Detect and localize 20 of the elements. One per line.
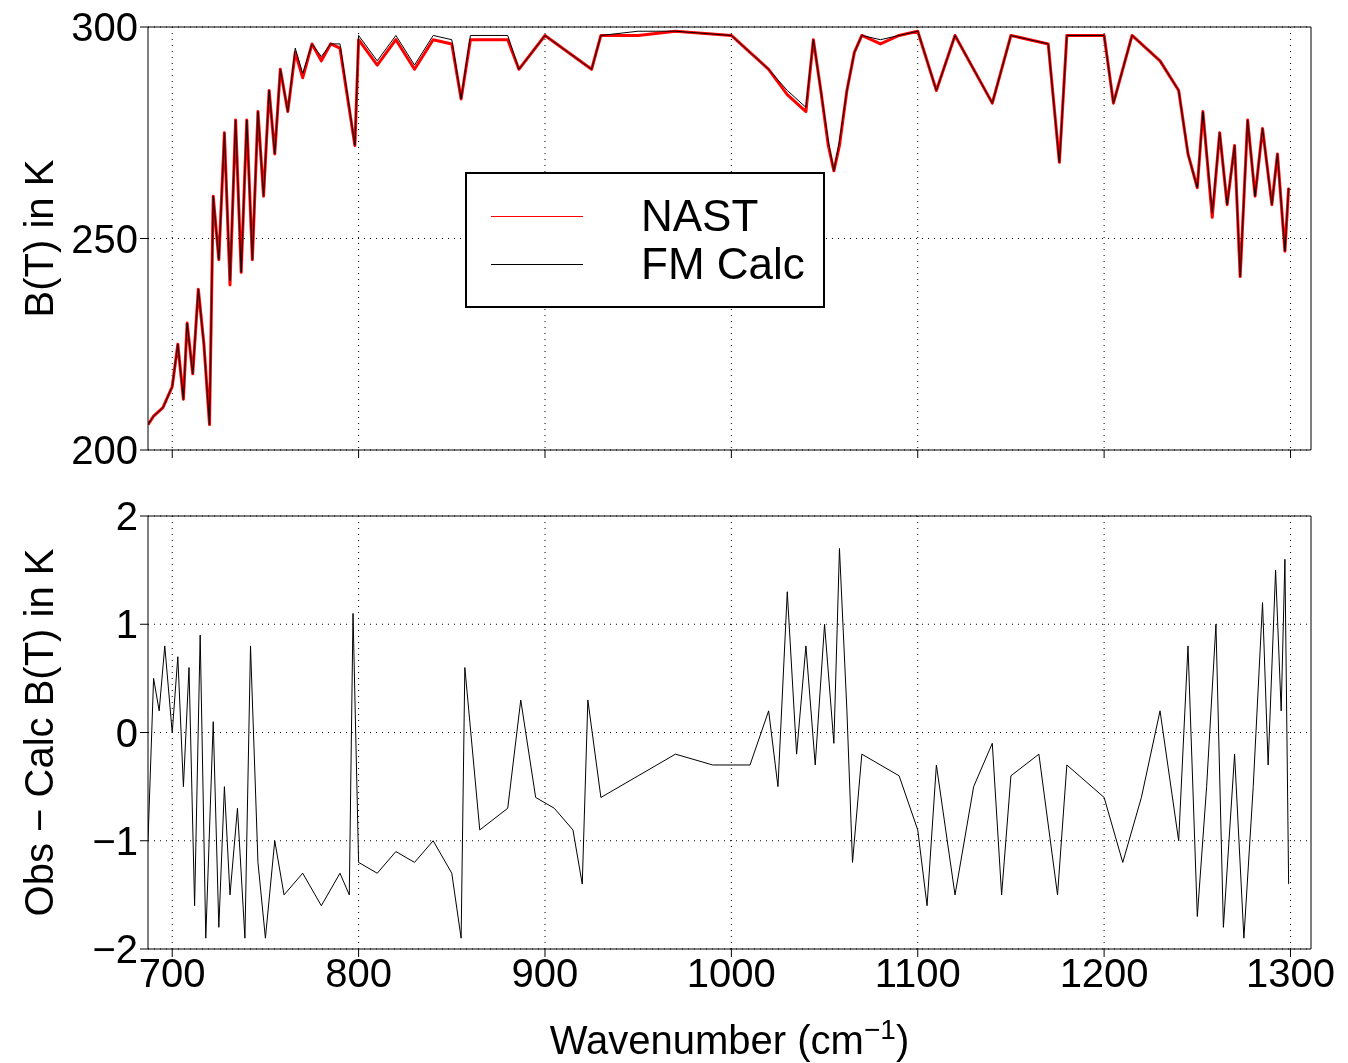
legend-label: NAST xyxy=(641,191,759,240)
y-tick-label: 0 xyxy=(115,710,138,755)
y-axis-title: B(T) in K xyxy=(16,159,61,318)
x-tick-label: 800 xyxy=(325,951,392,996)
y-tick-label: 200 xyxy=(71,428,138,473)
y-tick-label: 2 xyxy=(115,494,138,539)
x-tick-label: 900 xyxy=(511,951,579,996)
y-tick-label: −2 xyxy=(92,927,138,972)
y-tick-label: 300 xyxy=(71,5,138,50)
x-tick-label: 1300 xyxy=(1246,951,1335,996)
x-tick-label: 1000 xyxy=(686,951,776,996)
x-tick-label: 700 xyxy=(138,951,206,996)
y-tick-label: −1 xyxy=(92,818,138,863)
x-axis-title: Wavenumber (cm$^{−1}$) xyxy=(549,1013,910,1062)
legend-label: FM Calc xyxy=(641,239,805,288)
y-tick-label: 1 xyxy=(115,602,138,647)
x-tick-label: 1100 xyxy=(874,951,961,996)
x-tick-label: 1200 xyxy=(1059,951,1149,996)
y-tick-label: 250 xyxy=(71,216,138,261)
y-axis-title: Obs − Calc B(T) in K xyxy=(16,548,61,917)
